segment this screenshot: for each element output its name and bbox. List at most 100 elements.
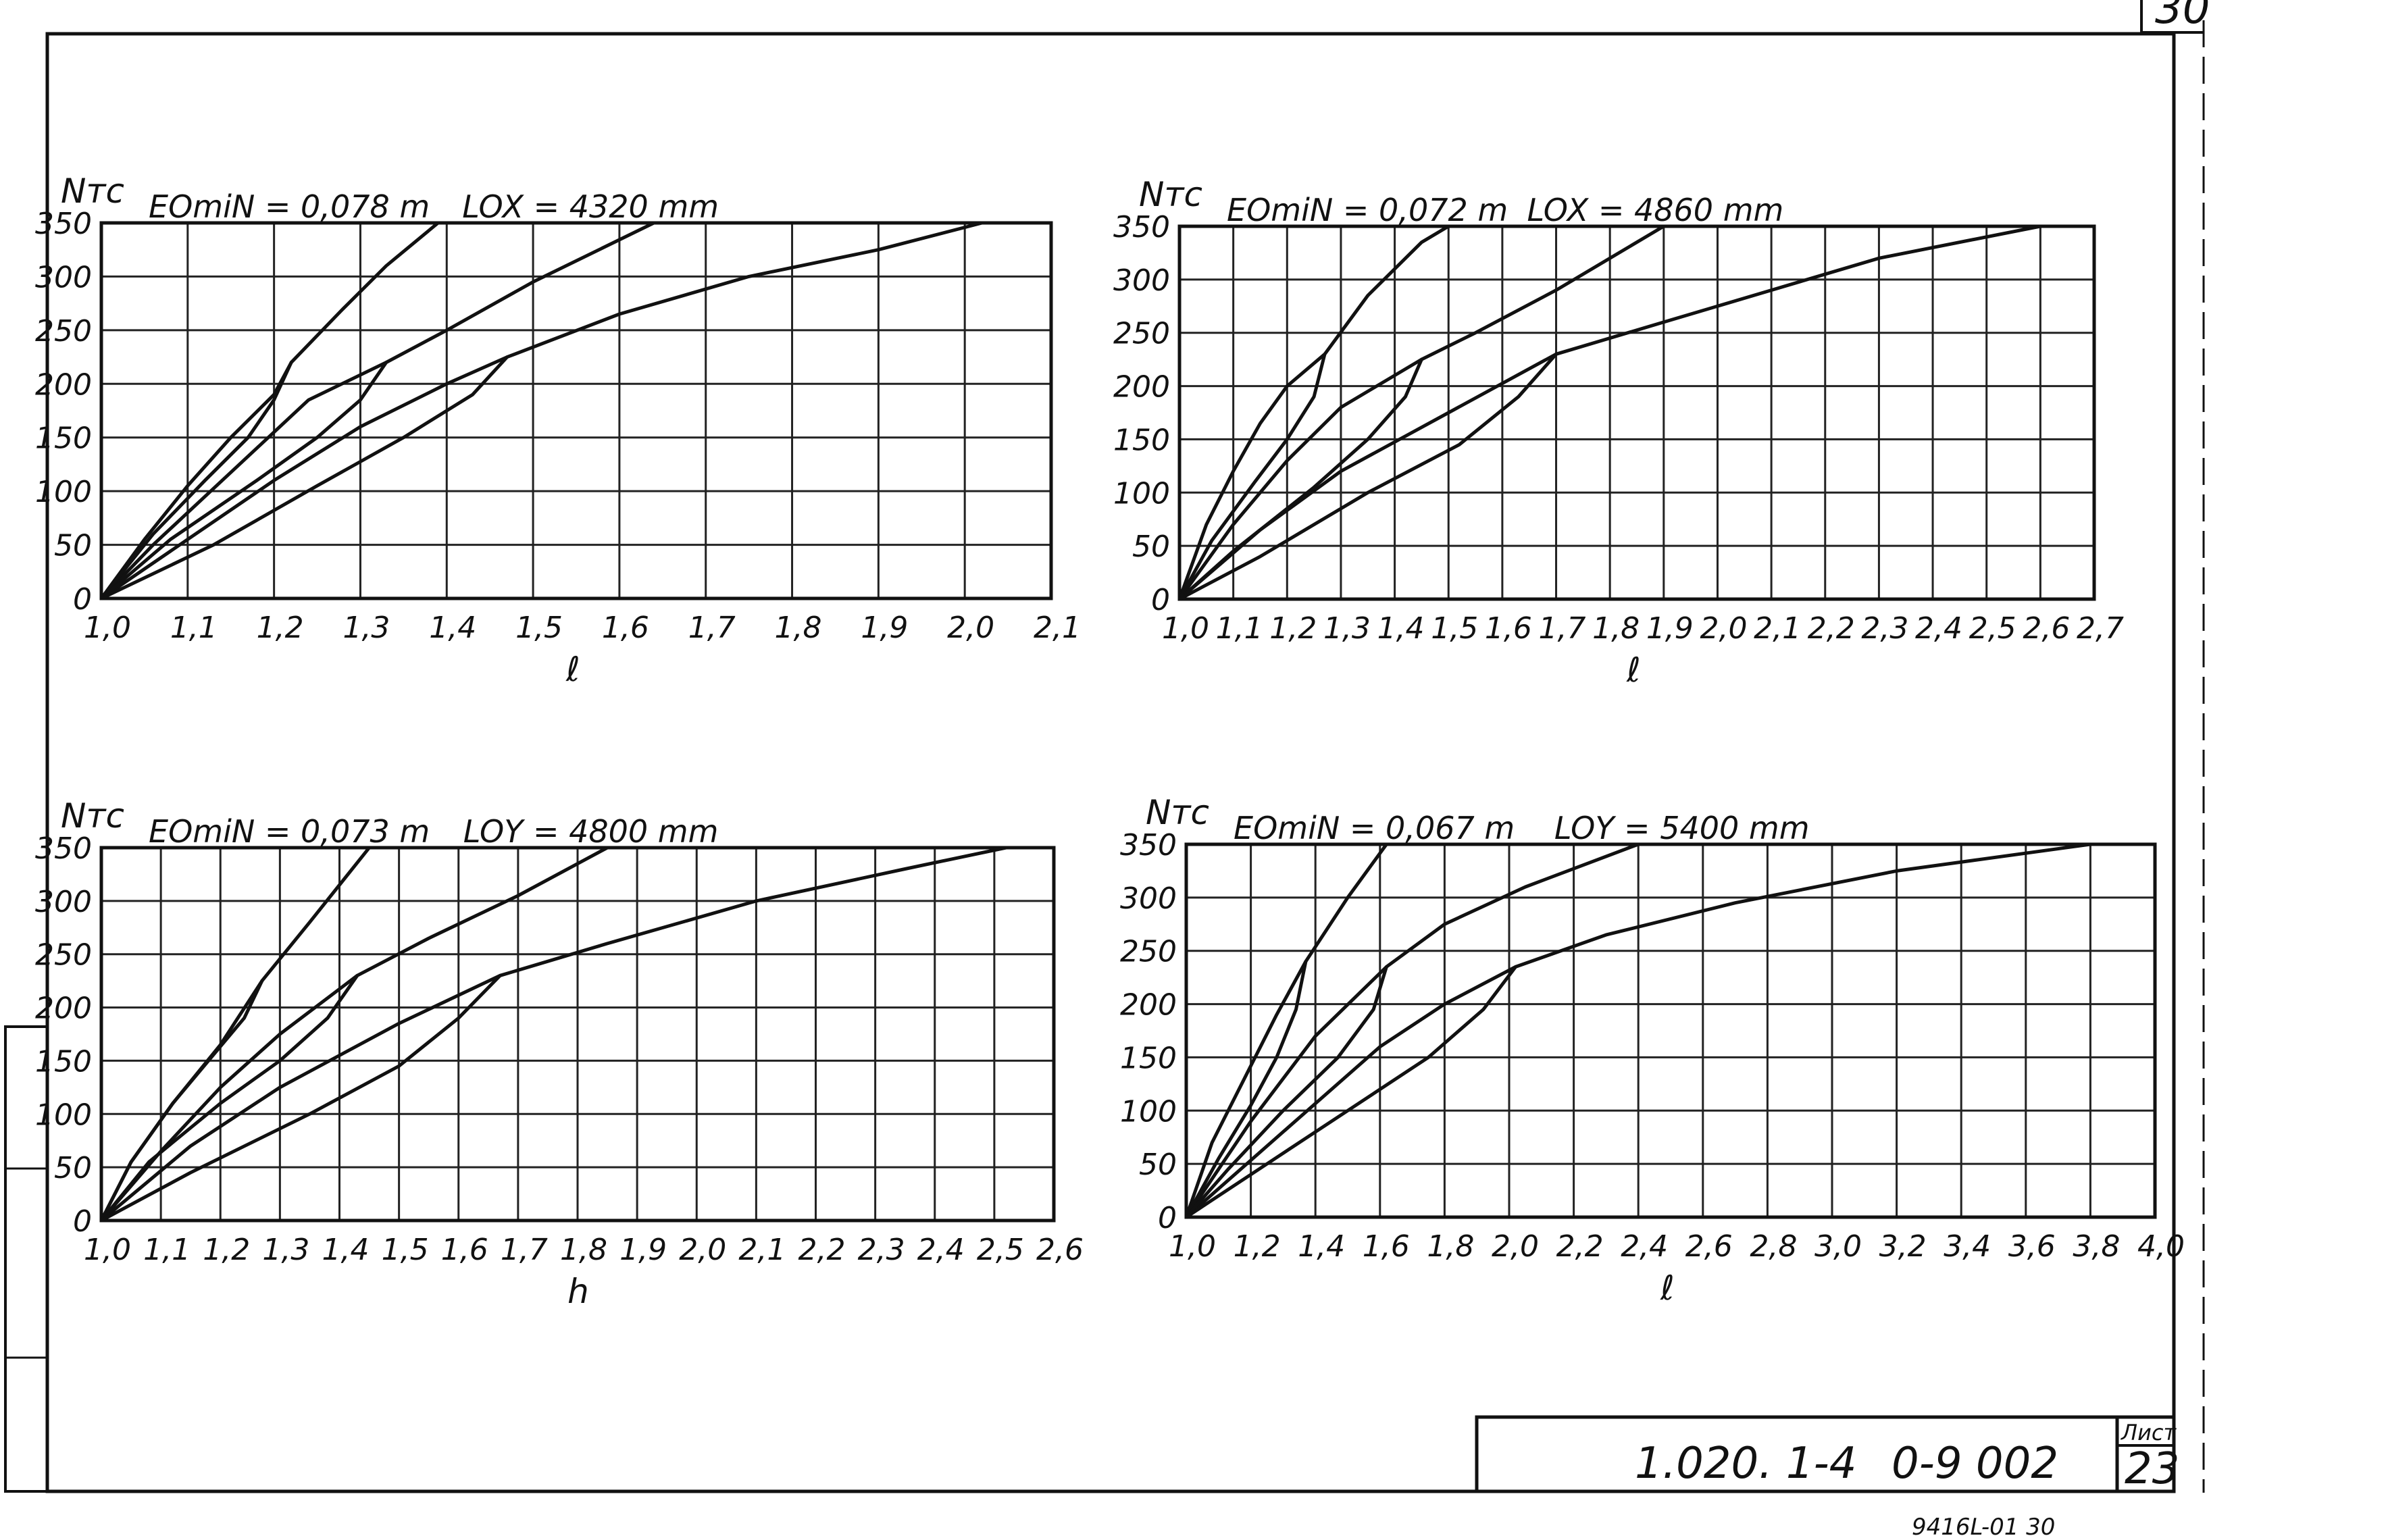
y-axis-label: Nтс (61, 172, 124, 211)
x-tick-label: 2,3 (1861, 611, 1908, 646)
series-line-1 (1184, 842, 1388, 1219)
x-tick-label: 2,5 (1969, 611, 2016, 646)
x-tick-label: 1,4 (1377, 611, 1425, 646)
header-length: LOX = 4320 mm (462, 188, 719, 225)
y-tick-label: 100 (35, 1098, 92, 1132)
x-tick-label: 1,6 (441, 1233, 488, 1267)
x-tick-label: 2,0 (1492, 1229, 1539, 1264)
x-axis-label: ℓ (1626, 650, 1641, 690)
series-line-2 (1184, 842, 1640, 1219)
x-tick-label: 3,8 (2073, 1229, 2120, 1264)
sheet-frame (45, 32, 2176, 1493)
y-tick-label: 300 (1120, 881, 1177, 916)
plot-area-border (1177, 224, 2096, 601)
x-tick-label: 3,6 (2008, 1229, 2056, 1264)
series-line-5 (1184, 965, 1388, 1219)
series-line-1 (99, 846, 372, 1223)
series-line-1 (99, 221, 440, 600)
y-axis-label: Nтс (1139, 175, 1202, 214)
x-tick-label: 1,1 (143, 1233, 191, 1267)
y-axis-label: Nтс (1146, 793, 1209, 832)
sheet-label: Лист (2121, 1420, 2177, 1445)
x-tick-label: 1,8 (1592, 611, 1640, 646)
binding-strip (4, 1025, 49, 1493)
chart-bottom-right: 1,0 1,2 1,4 1,6 1,8 2,0 2,2 2,4 2,6 2,8 3,0 3,2 3,4 3… (1120, 793, 2185, 1308)
chart-grid (1185, 843, 2156, 1218)
x-tick-label: 2,0 (947, 611, 994, 645)
x-tick-label: 3,4 (1944, 1229, 1991, 1264)
x-tick-label: 2,3 (858, 1233, 905, 1267)
y-tick-label: 0 (73, 1204, 92, 1239)
plot-area-border (99, 846, 1056, 1223)
x-tick-label: 2,4 (1621, 1229, 1668, 1264)
series-line-3 (99, 221, 984, 600)
sheet-number: 23 (2125, 1444, 2179, 1494)
x-tick-label: 1,2 (1234, 1229, 1281, 1264)
x-tick-label: 1,9 (619, 1233, 667, 1267)
x-tick-label: 2,6 (1685, 1229, 1733, 1264)
x-tick-label: 1,4 (322, 1233, 370, 1267)
y-tick-label: 200 (35, 992, 92, 1026)
x-tick-label: 4,0 (2137, 1229, 2185, 1264)
plot-area-border (99, 221, 1053, 600)
x-tick-label: 1,2 (1269, 611, 1317, 646)
x-tick-label: 1,5 (515, 611, 563, 645)
y-tick-label: 50 (1132, 530, 1170, 564)
x-tick-label: 1,0 (1169, 1229, 1216, 1264)
x-tick-label: 1,3 (1323, 611, 1371, 646)
y-tick-label: 100 (35, 475, 92, 509)
x-tick-label: 1,6 (1485, 611, 1532, 646)
y-tick-label: 300 (1113, 263, 1170, 298)
y-tick-label: 200 (1120, 988, 1177, 1023)
x-tick-label: 3,2 (1879, 1229, 1927, 1264)
x-tick-label: 1,7 (501, 1233, 548, 1267)
series-line-2 (1177, 224, 1666, 601)
series-line-5 (99, 973, 359, 1223)
x-axis-label: ℓ (565, 650, 580, 689)
series-line-6 (99, 355, 509, 600)
x-tick-label: 2,7 (2077, 611, 2124, 646)
x-tick-label: 1,8 (560, 1233, 607, 1267)
x-tick-label: 2,8 (1750, 1229, 1797, 1264)
x-tick-label: 2,0 (1700, 611, 1747, 646)
series-line-4 (99, 979, 264, 1223)
x-tick-label: 2,2 (798, 1233, 846, 1267)
x-axis-label: ℎ (567, 1272, 589, 1311)
x-tick-label: 1,0 (84, 611, 131, 645)
x-tick-label: 1,1 (1216, 611, 1263, 646)
x-tick-label: 1,3 (262, 1233, 309, 1267)
plot-area-border (1184, 842, 2157, 1219)
header-length: LOX = 4860 mm (1527, 192, 1784, 228)
x-tick-label: 1,9 (1646, 611, 1694, 646)
x-tick-label: 1,7 (1539, 611, 1586, 646)
series-line-2 (99, 221, 656, 600)
x-tick-label: 1,6 (1363, 1229, 1410, 1264)
y-tick-label: 250 (35, 938, 92, 973)
series-line-4 (99, 361, 293, 600)
series-line-5 (1177, 357, 1423, 601)
x-tick-label: 2,5 (977, 1233, 1024, 1267)
y-tick-label: 150 (35, 1044, 92, 1079)
x-tick-label: 1,3 (342, 611, 390, 645)
series-line-1 (1177, 224, 1450, 601)
doc-number: 1.020. 1-4 (1635, 1439, 1856, 1489)
y-tick-label: 350 (1113, 210, 1170, 245)
x-tick-label: 1,6 (602, 611, 649, 645)
y-tick-label: 0 (1151, 583, 1170, 617)
chart-grid (100, 222, 1052, 600)
series-line-6 (1184, 965, 1518, 1219)
chart-grid (100, 846, 1055, 1222)
series-line-6 (1177, 352, 1558, 601)
y-tick-label: 150 (1120, 1041, 1177, 1075)
x-tick-label: 2,1 (1034, 611, 1081, 645)
y-tick-label: 200 (1113, 370, 1170, 405)
x-tick-label: 1,8 (775, 611, 822, 645)
header-length: LOY = 5400 mm (1554, 810, 1810, 846)
x-tick-label: 1,0 (1162, 611, 1209, 646)
x-tick-label: 2,6 (2023, 611, 2070, 646)
x-tick-label: 1,4 (1298, 1229, 1345, 1264)
x-tick-label: 1,7 (688, 611, 736, 645)
y-axis-label: Nтс (61, 796, 124, 836)
y-tick-label: 350 (1120, 828, 1177, 863)
corner-mark: 30 (2155, 0, 2210, 34)
